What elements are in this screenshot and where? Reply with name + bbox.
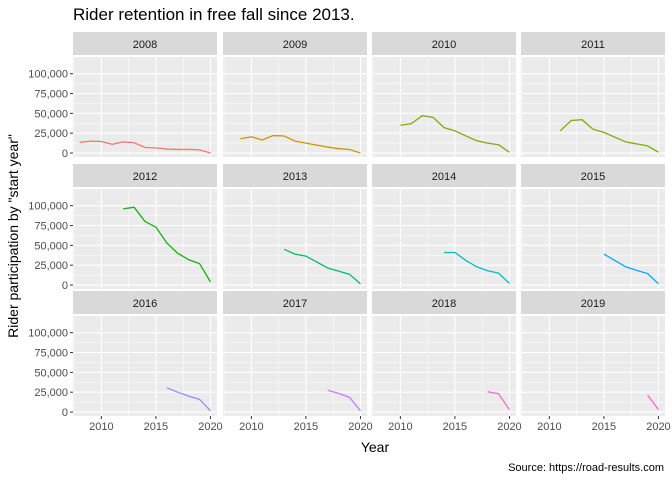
facet-strip-label: 2019 bbox=[581, 298, 605, 310]
y-tick-label: 25,000 bbox=[34, 260, 68, 272]
panel-background bbox=[73, 57, 217, 157]
x-tick-label: 2015 bbox=[294, 421, 318, 433]
facet-strip bbox=[73, 164, 217, 187]
chart-title: Rider retention in free fall since 2013. bbox=[73, 5, 355, 24]
panel-background bbox=[521, 57, 665, 157]
facet-strip bbox=[73, 291, 217, 314]
panel-background bbox=[223, 57, 367, 157]
panel-background bbox=[73, 189, 217, 289]
panel-background bbox=[372, 316, 516, 416]
y-tick-label: 50,000 bbox=[34, 367, 68, 379]
facet-strip-label: 2010 bbox=[432, 39, 456, 51]
facet-strip-label: 2009 bbox=[283, 39, 307, 51]
panel-background bbox=[521, 189, 665, 289]
facet-strip-label: 2011 bbox=[581, 39, 605, 51]
x-tick-label: 2020 bbox=[348, 421, 372, 433]
y-axis-title: Rider participation by "start year" bbox=[5, 134, 21, 338]
x-tick-label: 2010 bbox=[388, 421, 412, 433]
facet-strip bbox=[521, 291, 665, 314]
facet-strip-label: 2018 bbox=[432, 298, 456, 310]
y-tick-label: 25,000 bbox=[34, 128, 68, 140]
y-tick-label: 25,000 bbox=[34, 387, 68, 399]
panel-background bbox=[73, 316, 217, 416]
series-line-2010 bbox=[400, 115, 510, 153]
x-tick-label: 2020 bbox=[497, 421, 521, 433]
x-axis-title: Year bbox=[361, 439, 390, 455]
series-line-2008 bbox=[79, 140, 211, 154]
series-line-2009 bbox=[240, 134, 361, 154]
facet-strip-label: 2017 bbox=[283, 298, 307, 310]
y-tick-label: 0 bbox=[62, 407, 68, 419]
facet-strip-label: 2013 bbox=[283, 171, 307, 183]
x-tick-label: 2015 bbox=[443, 421, 467, 433]
x-tick-label: 2020 bbox=[646, 421, 670, 433]
panel-background bbox=[521, 316, 665, 416]
x-tick-label: 2010 bbox=[239, 421, 263, 433]
panel-background bbox=[372, 189, 516, 289]
facet-strip-label: 2014 bbox=[432, 171, 456, 183]
x-tick-label: 2020 bbox=[198, 421, 222, 433]
series-line-2014 bbox=[444, 251, 510, 284]
y-tick-label: 75,000 bbox=[34, 348, 68, 360]
facet-strip bbox=[372, 291, 516, 314]
facet-strip bbox=[372, 32, 516, 55]
series-line-2013 bbox=[283, 248, 361, 285]
x-tick-label: 2010 bbox=[89, 421, 113, 433]
facet-strip-label: 2015 bbox=[581, 171, 605, 183]
series-line-2016 bbox=[166, 387, 211, 412]
y-tick-label: 100,000 bbox=[28, 201, 68, 213]
facet-strip-label: 2012 bbox=[133, 171, 157, 183]
series-line-2015 bbox=[603, 253, 659, 285]
source-caption: Source: https://road-results.com bbox=[508, 462, 664, 474]
series-line-2012 bbox=[123, 206, 212, 283]
facet-strip bbox=[223, 291, 367, 314]
y-tick-label: 0 bbox=[62, 148, 68, 160]
facet-strip bbox=[372, 164, 516, 187]
series-line-2011 bbox=[559, 119, 659, 153]
y-tick-label: 75,000 bbox=[34, 89, 68, 101]
y-tick-label: 75,000 bbox=[34, 221, 68, 233]
facet-strip-label: 2016 bbox=[133, 298, 157, 310]
facet-strip bbox=[521, 164, 665, 187]
facet-strip bbox=[73, 32, 217, 55]
series-line-2017 bbox=[327, 389, 361, 412]
panel-background bbox=[372, 57, 516, 157]
facet-panels: 2008 0 25,000 50,000 75,000 100,000 2009 2010 20… bbox=[28, 32, 671, 433]
y-tick-label: 100,000 bbox=[28, 328, 68, 340]
y-tick-label: 0 bbox=[62, 280, 68, 292]
facet-strip-label: 2008 bbox=[133, 39, 157, 51]
y-tick-label: 50,000 bbox=[34, 108, 68, 120]
facet-strip bbox=[223, 32, 367, 55]
facet-strip bbox=[223, 164, 367, 187]
x-tick-label: 2015 bbox=[144, 421, 168, 433]
series-line-2019 bbox=[647, 394, 659, 411]
x-tick-label: 2015 bbox=[592, 421, 616, 433]
x-tick-label: 2010 bbox=[537, 421, 561, 433]
panel-background bbox=[223, 316, 367, 416]
panel-background bbox=[223, 189, 367, 289]
facet-strip bbox=[521, 32, 665, 55]
y-tick-label: 50,000 bbox=[34, 240, 68, 252]
series-line-2018 bbox=[487, 391, 510, 411]
y-tick-label: 100,000 bbox=[28, 69, 68, 81]
